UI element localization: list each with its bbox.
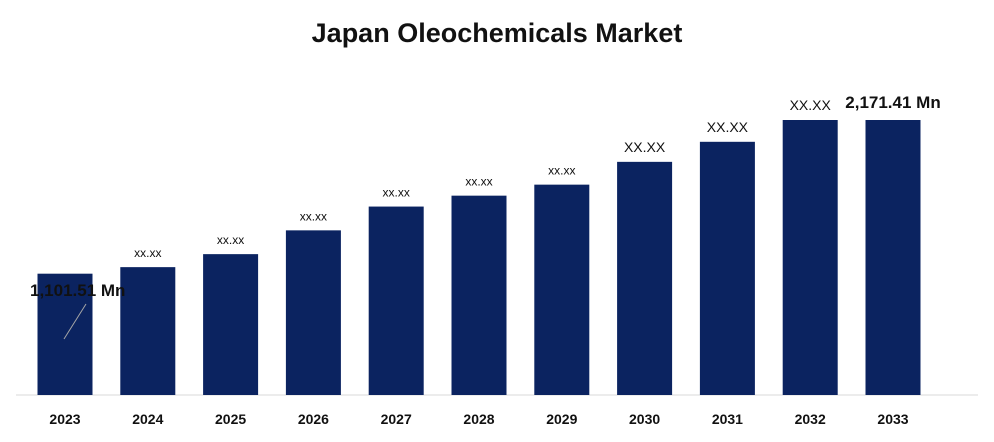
x-tick-label: 2027 — [381, 411, 412, 427]
data-label: xx.xx — [465, 175, 492, 189]
data-label: 2,171.41 Mn — [845, 93, 940, 112]
data-label: xx.xx — [134, 246, 161, 260]
data-label: XX.XX — [707, 119, 749, 135]
x-tick-label: 2032 — [795, 411, 826, 427]
x-tick-label: 2026 — [298, 411, 329, 427]
x-tick-label: 2028 — [463, 411, 494, 427]
data-label: xx.xx — [383, 186, 410, 200]
bar-2024 — [120, 267, 176, 395]
bar-2023 — [37, 273, 93, 395]
data-label: 1,101.51 Mn — [30, 281, 125, 300]
x-tick-label: 2025 — [215, 411, 246, 427]
bar-2031 — [699, 141, 755, 395]
bar-2026 — [285, 230, 341, 395]
bar-2029 — [534, 184, 590, 395]
x-tick-label: 2029 — [546, 411, 577, 427]
bar-2027 — [368, 206, 424, 395]
x-tick-label: 2031 — [712, 411, 743, 427]
x-tick-label: 2024 — [132, 411, 163, 427]
bar-2030 — [617, 161, 673, 395]
x-tick-label: 2033 — [877, 411, 908, 427]
data-label: XX.XX — [624, 139, 666, 155]
bar-2032 — [782, 120, 838, 395]
x-tick-label: 2030 — [629, 411, 660, 427]
bar-2025 — [203, 254, 259, 395]
data-label: xx.xx — [300, 209, 327, 223]
bar-2033 — [865, 120, 921, 395]
data-label: xx.xx — [217, 233, 244, 247]
leader-line — [63, 303, 87, 340]
x-tick-label: 2023 — [49, 411, 80, 427]
bar-2028 — [451, 195, 507, 395]
chart-title: Japan Oleochemicals Market — [311, 18, 683, 48]
data-label: xx.xx — [548, 164, 575, 178]
data-label: XX.XX — [790, 97, 832, 113]
